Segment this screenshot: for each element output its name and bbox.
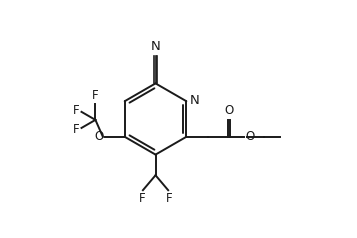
Text: N: N — [151, 40, 160, 53]
Text: F: F — [92, 89, 99, 102]
Text: F: F — [139, 192, 145, 205]
Text: O: O — [95, 130, 104, 143]
Text: O: O — [224, 104, 233, 117]
Text: O: O — [246, 130, 255, 143]
Text: F: F — [72, 104, 79, 117]
Text: N: N — [189, 94, 199, 107]
Text: F: F — [72, 123, 79, 136]
Text: F: F — [166, 192, 173, 205]
